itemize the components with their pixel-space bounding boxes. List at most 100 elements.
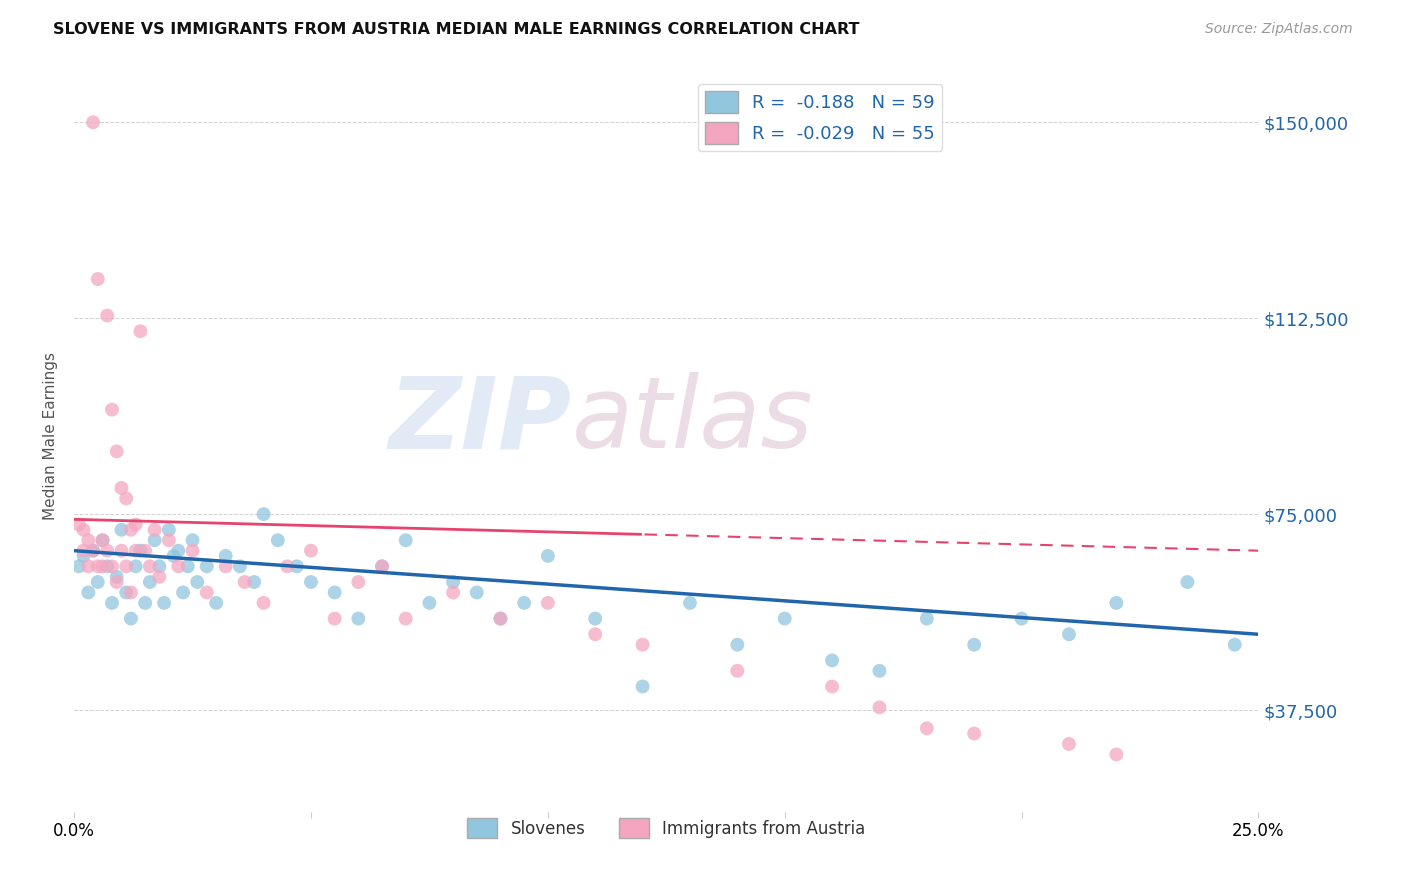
Point <box>101 402 124 417</box>
Point <box>82 115 104 129</box>
Point <box>72 549 94 563</box>
Point <box>267 533 290 548</box>
Point <box>869 700 891 714</box>
Point <box>110 523 132 537</box>
Point <box>537 549 560 563</box>
Point <box>125 543 148 558</box>
Point <box>276 559 298 574</box>
Point <box>395 533 418 548</box>
Point <box>371 559 394 574</box>
Point <box>105 444 128 458</box>
Point <box>465 585 488 599</box>
Point <box>1057 627 1080 641</box>
Point <box>205 596 228 610</box>
Point <box>162 549 184 563</box>
Point <box>233 574 256 589</box>
Point <box>167 543 190 558</box>
Point <box>115 491 138 506</box>
Point <box>115 585 138 599</box>
Point <box>120 611 142 625</box>
Point <box>72 523 94 537</box>
Point <box>583 627 606 641</box>
Text: ZIP: ZIP <box>388 372 571 469</box>
Point <box>252 507 274 521</box>
Point <box>323 611 346 625</box>
Point <box>195 559 218 574</box>
Point <box>125 517 148 532</box>
Point <box>115 559 138 574</box>
Point <box>91 559 114 574</box>
Point <box>101 596 124 610</box>
Point <box>583 611 606 625</box>
Point <box>441 574 464 589</box>
Point <box>96 559 118 574</box>
Point <box>143 523 166 537</box>
Point <box>87 574 110 589</box>
Point <box>82 543 104 558</box>
Point <box>725 664 748 678</box>
Point <box>120 523 142 537</box>
Point <box>679 596 702 610</box>
Point <box>139 559 162 574</box>
Point <box>963 638 986 652</box>
Point <box>139 574 162 589</box>
Point <box>489 611 512 625</box>
Point <box>177 559 200 574</box>
Point <box>77 585 100 599</box>
Point <box>148 570 170 584</box>
Point <box>157 523 180 537</box>
Point <box>1223 638 1246 652</box>
Text: Source: ZipAtlas.com: Source: ZipAtlas.com <box>1205 22 1353 37</box>
Point <box>229 559 252 574</box>
Point <box>105 570 128 584</box>
Point <box>87 559 110 574</box>
Point <box>371 559 394 574</box>
Point <box>215 559 238 574</box>
Point <box>821 680 844 694</box>
Point <box>153 596 176 610</box>
Point <box>181 543 204 558</box>
Point <box>110 481 132 495</box>
Legend: Slovenes, Immigrants from Austria: Slovenes, Immigrants from Austria <box>461 811 872 845</box>
Point <box>1011 611 1033 625</box>
Point <box>323 585 346 599</box>
Point <box>96 543 118 558</box>
Point <box>215 549 238 563</box>
Point <box>1177 574 1199 589</box>
Point <box>347 574 370 589</box>
Point <box>441 585 464 599</box>
Text: SLOVENE VS IMMIGRANTS FROM AUSTRIA MEDIAN MALE EARNINGS CORRELATION CHART: SLOVENE VS IMMIGRANTS FROM AUSTRIA MEDIA… <box>53 22 860 37</box>
Point <box>96 309 118 323</box>
Point <box>252 596 274 610</box>
Point <box>67 559 90 574</box>
Point <box>105 574 128 589</box>
Point <box>1105 747 1128 762</box>
Point <box>195 585 218 599</box>
Point <box>186 574 208 589</box>
Text: atlas: atlas <box>571 372 813 469</box>
Point <box>243 574 266 589</box>
Point <box>181 533 204 548</box>
Point <box>134 543 156 558</box>
Point <box>143 533 166 548</box>
Y-axis label: Median Male Earnings: Median Male Earnings <box>44 351 58 520</box>
Point <box>157 533 180 548</box>
Point <box>72 543 94 558</box>
Point <box>418 596 440 610</box>
Point <box>821 653 844 667</box>
Point <box>1105 596 1128 610</box>
Point <box>110 543 132 558</box>
Point <box>489 611 512 625</box>
Point <box>537 596 560 610</box>
Point <box>91 533 114 548</box>
Point <box>77 533 100 548</box>
Point <box>285 559 308 574</box>
Point <box>395 611 418 625</box>
Point <box>172 585 194 599</box>
Point <box>347 611 370 625</box>
Point <box>148 559 170 574</box>
Point <box>101 559 124 574</box>
Point <box>129 543 152 558</box>
Point <box>631 638 654 652</box>
Point <box>87 272 110 286</box>
